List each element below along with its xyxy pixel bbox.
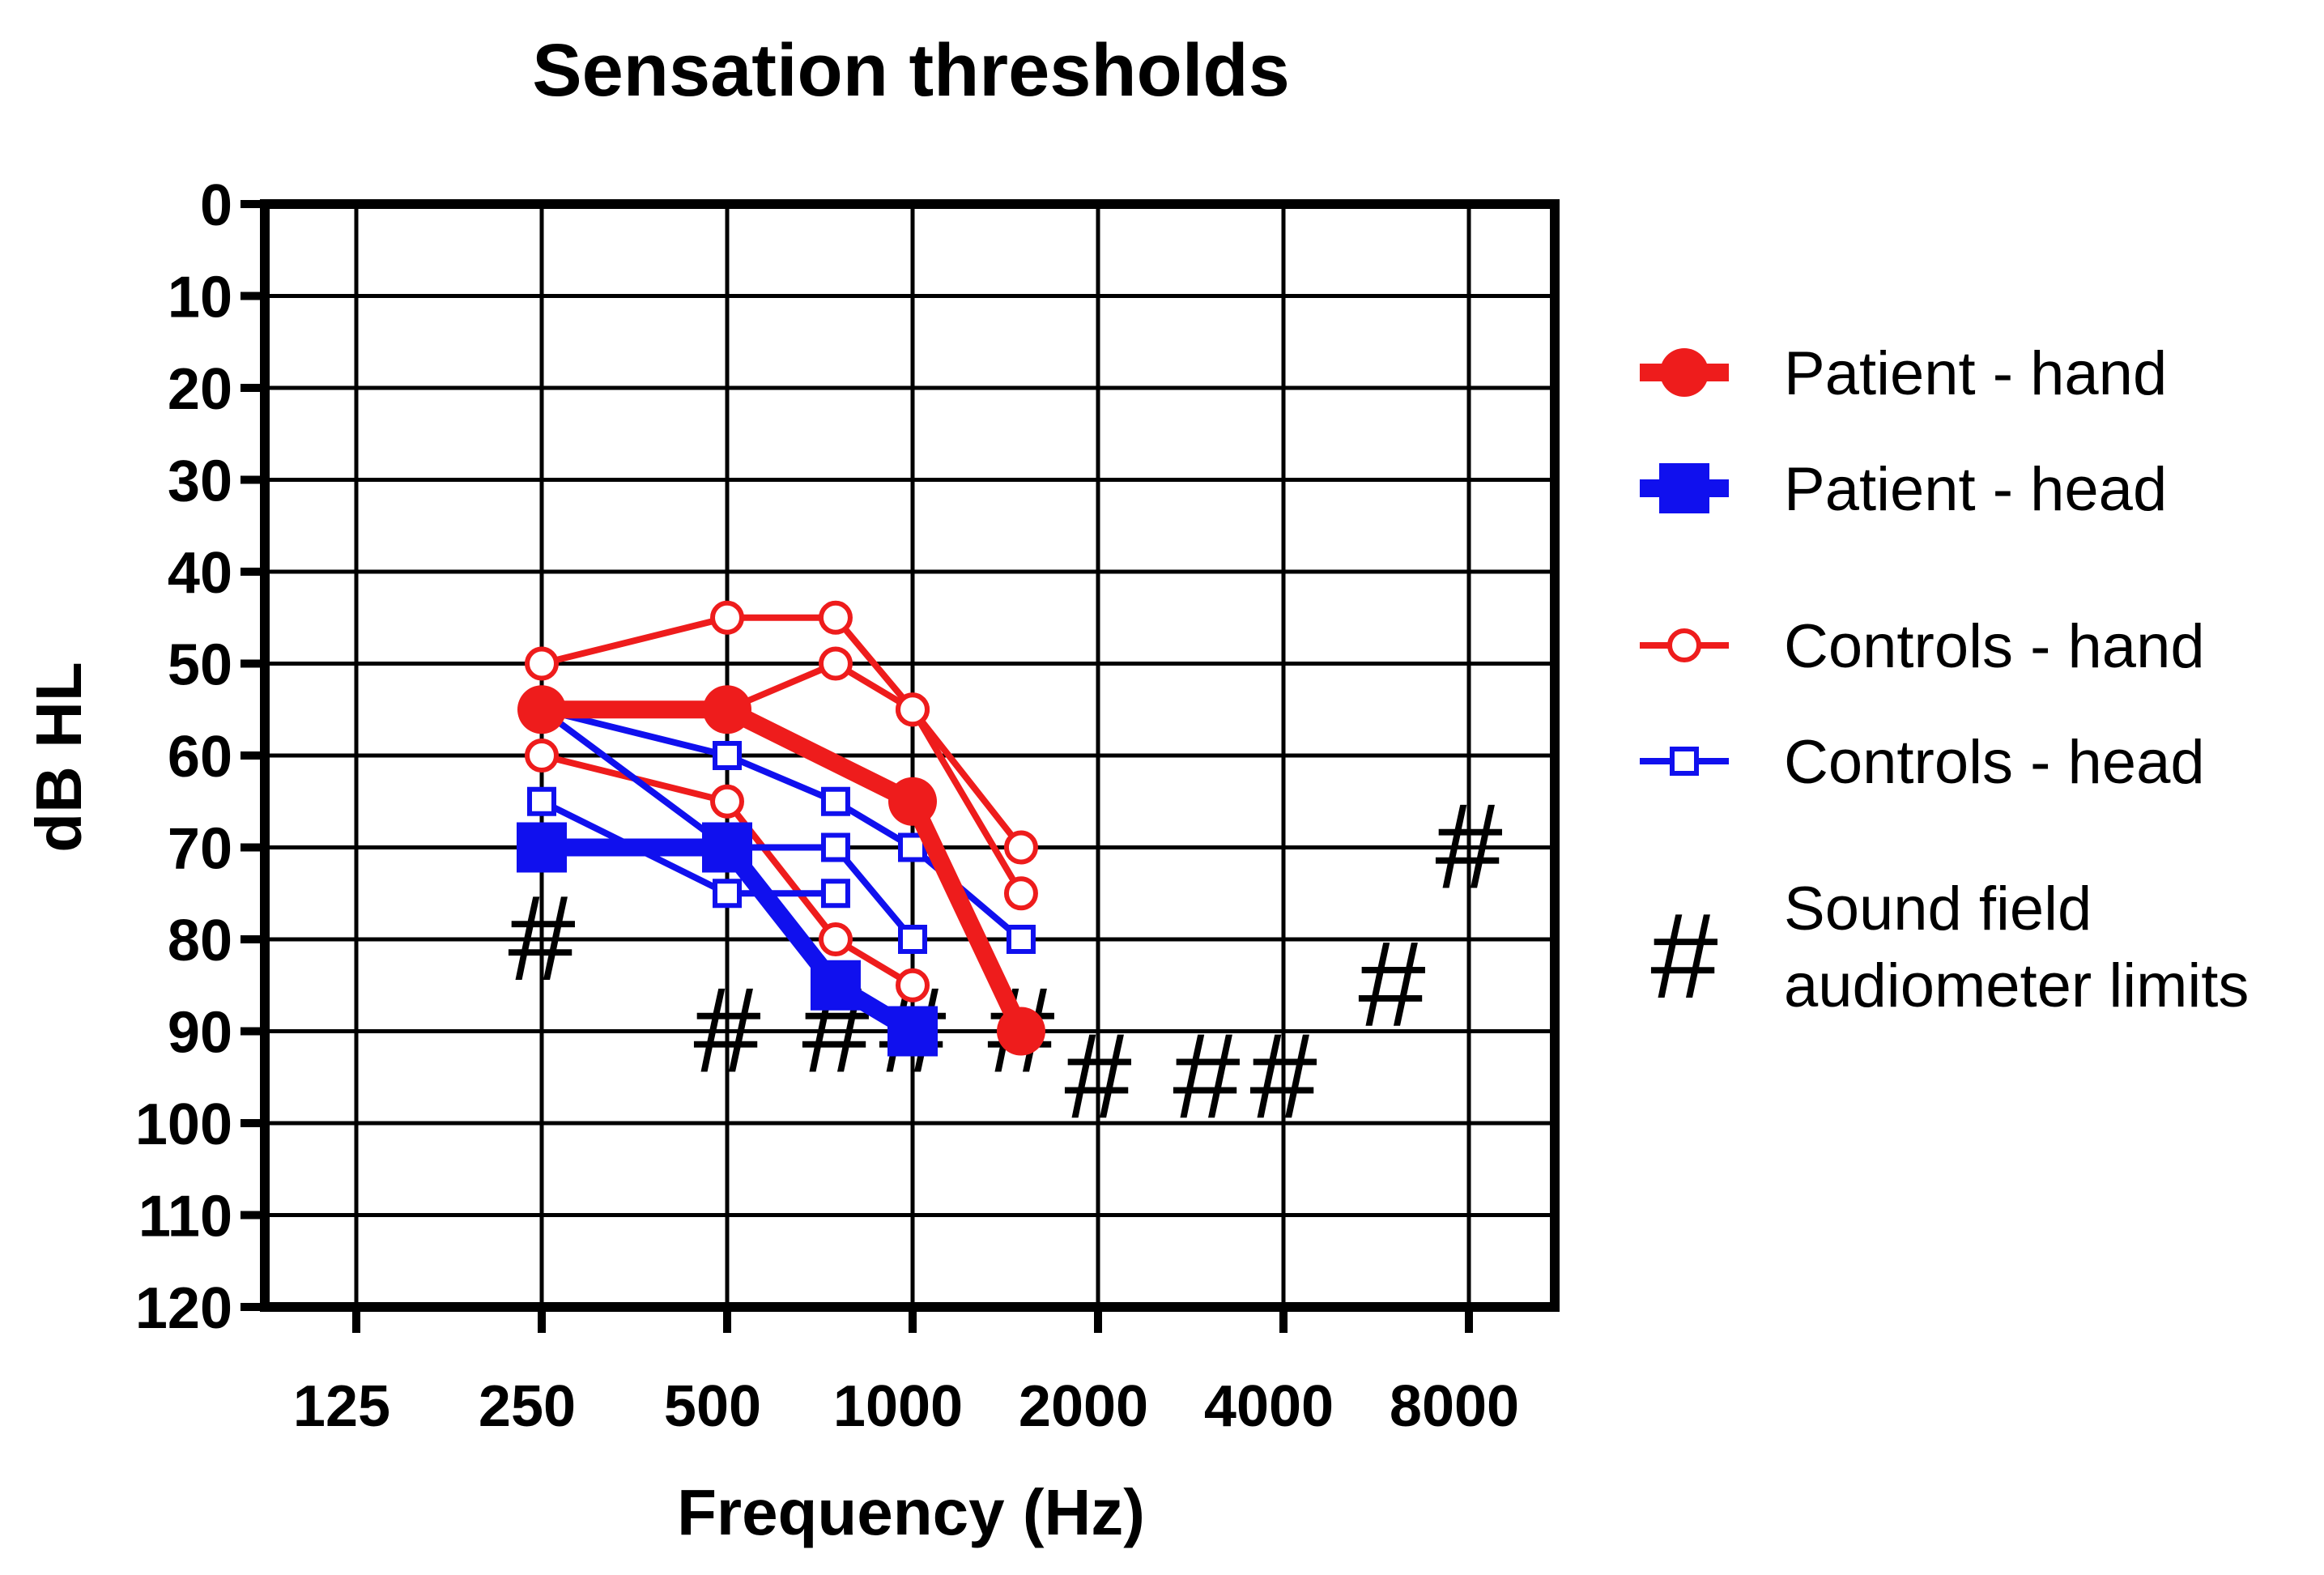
legend-label: audiometer limits (1784, 951, 2249, 1020)
legend-item-limits[interactable]: # Sound field audiometer limits (1650, 875, 2249, 1024)
limit-hash-marker: # (1249, 1007, 1317, 1143)
data-point-controls-head (1670, 747, 1699, 776)
limit-hash-marker: # (1435, 778, 1502, 914)
data-point-controls-hand (818, 600, 853, 635)
limit-hash-marker: # (1173, 1007, 1240, 1143)
sound-field-limits: ########## (508, 778, 1502, 1144)
limit-hash-marker: # (1064, 1007, 1131, 1143)
data-point-controls-hand (525, 646, 559, 681)
x-tick-label: 500 (664, 1374, 761, 1439)
data-point-controls-hand (896, 968, 930, 1002)
limit-hash-marker: # (693, 962, 760, 1098)
y-tick-label: 90 (168, 1001, 232, 1066)
data-point-controls-hand (710, 784, 744, 819)
y-tick-label: 40 (168, 541, 232, 606)
data-point-controls-head (820, 879, 850, 909)
data-point-controls-head (1006, 925, 1036, 954)
data-point-patient-head (810, 960, 861, 1011)
data-point-patient-head (702, 822, 752, 873)
x-tick-label: 250 (479, 1374, 576, 1439)
y-tick-label: 10 (168, 266, 232, 330)
x-tick-label: 4000 (1204, 1374, 1334, 1439)
data-point-controls-hand (525, 739, 559, 773)
data-point-controls-hand (818, 646, 853, 681)
y-tick-label: 70 (168, 817, 232, 882)
data-point-controls-hand (896, 692, 930, 727)
legend-label: Controls - head (1784, 728, 2205, 797)
series-patient-head (517, 822, 938, 1057)
data-point-patient-head (1659, 463, 1709, 513)
y-tick-label: 80 (168, 909, 232, 973)
y-axis-ticks: 0 10 20 30 40 50 60 70 80 90 100 110 120 (135, 173, 265, 1341)
y-tick-label: 60 (168, 725, 232, 790)
series-controls-head (527, 786, 850, 909)
legend-label: Controls - hand (1784, 612, 2205, 681)
legend-item-patient-head[interactable]: Patient - head (1640, 455, 2167, 524)
data-point-controls-hand (1003, 876, 1038, 911)
legend-label: Sound field (1784, 875, 2092, 943)
legend[interactable]: Patient - hand Patient - head Controls - h… (1640, 339, 2249, 1024)
data-point-patient-hand (517, 685, 566, 734)
data-point-controls-head (713, 741, 742, 770)
data-point-controls-head (898, 925, 927, 954)
limit-hash-marker: # (508, 870, 575, 1006)
y-tick-label: 30 (168, 449, 232, 514)
data-point-controls-hand (1003, 830, 1038, 865)
legend-item-patient-hand[interactable]: Patient - hand (1640, 339, 2167, 408)
data-point-patient-hand (996, 1007, 1045, 1056)
series-patient-hand (517, 685, 1045, 1056)
data-point-patient-head (887, 1006, 938, 1057)
x-tick-label: 2000 (1019, 1374, 1148, 1439)
y-tick-label: 120 (135, 1276, 232, 1341)
data-point-patient-hand (1660, 348, 1709, 397)
legend-label: Patient - head (1784, 455, 2167, 524)
data-point-controls-head (820, 786, 850, 816)
legend-item-controls-hand[interactable]: Controls - hand (1640, 612, 2205, 681)
x-axis-label: Frequency (Hz) (677, 1476, 1145, 1548)
legend-symbol-hash: # (1650, 888, 1717, 1024)
data-point-controls-hand (710, 600, 744, 635)
legend-label: Patient - hand (1784, 339, 2167, 408)
y-tick-label: 50 (168, 633, 232, 698)
series-line-patient-hand (542, 700, 1029, 1036)
data-point-controls-head (820, 832, 850, 862)
grid (265, 202, 1555, 1309)
x-tick-label: 1000 (833, 1374, 963, 1439)
x-axis-ticks: 125 250 500 1000 2000 4000 8000 (293, 1307, 1519, 1439)
y-tick-label: 100 (135, 1092, 232, 1157)
x-tick-label: 125 (293, 1374, 390, 1439)
data-point-patient-hand (888, 777, 937, 826)
data-point-controls-head (527, 786, 556, 816)
data-series (517, 600, 1045, 1057)
data-point-controls-hand (1667, 628, 1701, 662)
chart-title: Sensation thresholds (532, 29, 1290, 112)
limit-hash-marker: # (1358, 916, 1425, 1052)
y-tick-label: 20 (168, 357, 232, 422)
series-line-controls-head (539, 707, 916, 942)
series-line-patient-head (542, 838, 917, 1039)
y-tick-label: 0 (200, 173, 232, 238)
y-tick-label: 110 (138, 1185, 232, 1249)
data-point-controls-hand (818, 922, 853, 956)
y-axis-label: dB HL (23, 662, 95, 853)
data-point-patient-hand (703, 685, 751, 734)
x-tick-label: 8000 (1390, 1374, 1519, 1439)
data-point-controls-head (713, 879, 742, 909)
data-point-patient-head (517, 822, 567, 873)
legend-item-controls-head[interactable]: Controls - head (1640, 728, 2205, 797)
